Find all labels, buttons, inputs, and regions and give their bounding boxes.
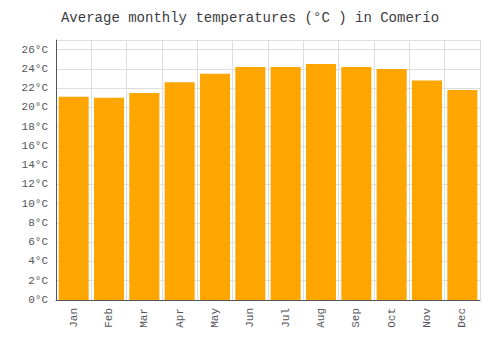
- svg-text:0°C: 0°C: [28, 294, 48, 306]
- svg-text:Mar: Mar: [138, 308, 150, 328]
- svg-text:14°C: 14°C: [22, 159, 49, 171]
- svg-text:8°C: 8°C: [28, 217, 48, 229]
- svg-text:Feb: Feb: [103, 308, 115, 328]
- svg-text:12°C: 12°C: [22, 178, 49, 190]
- svg-text:Nov: Nov: [421, 308, 433, 328]
- svg-text:2°C: 2°C: [28, 275, 48, 287]
- svg-text:24°C: 24°C: [22, 63, 49, 75]
- svg-text:Jul: Jul: [280, 308, 292, 328]
- svg-text:18°C: 18°C: [22, 121, 49, 133]
- svg-text:Average monthly temperatures (: Average monthly temperatures (°C ) in Co…: [61, 10, 439, 26]
- svg-text:10°C: 10°C: [22, 198, 49, 210]
- svg-text:Aug: Aug: [315, 308, 327, 328]
- svg-text:22°C: 22°C: [22, 82, 49, 94]
- svg-text:Jun: Jun: [244, 308, 256, 328]
- svg-text:Jan: Jan: [68, 308, 80, 328]
- svg-text:16°C: 16°C: [22, 140, 49, 152]
- svg-text:4°C: 4°C: [28, 255, 48, 267]
- svg-text:Apr: Apr: [174, 308, 186, 328]
- svg-text:20°C: 20°C: [22, 101, 49, 113]
- svg-text:Sep: Sep: [350, 308, 362, 328]
- svg-text:Dec: Dec: [456, 308, 468, 328]
- svg-text:Oct: Oct: [386, 308, 398, 328]
- svg-text:6°C: 6°C: [28, 236, 48, 248]
- svg-text:26°C: 26°C: [22, 44, 49, 56]
- svg-text:May: May: [209, 308, 221, 328]
